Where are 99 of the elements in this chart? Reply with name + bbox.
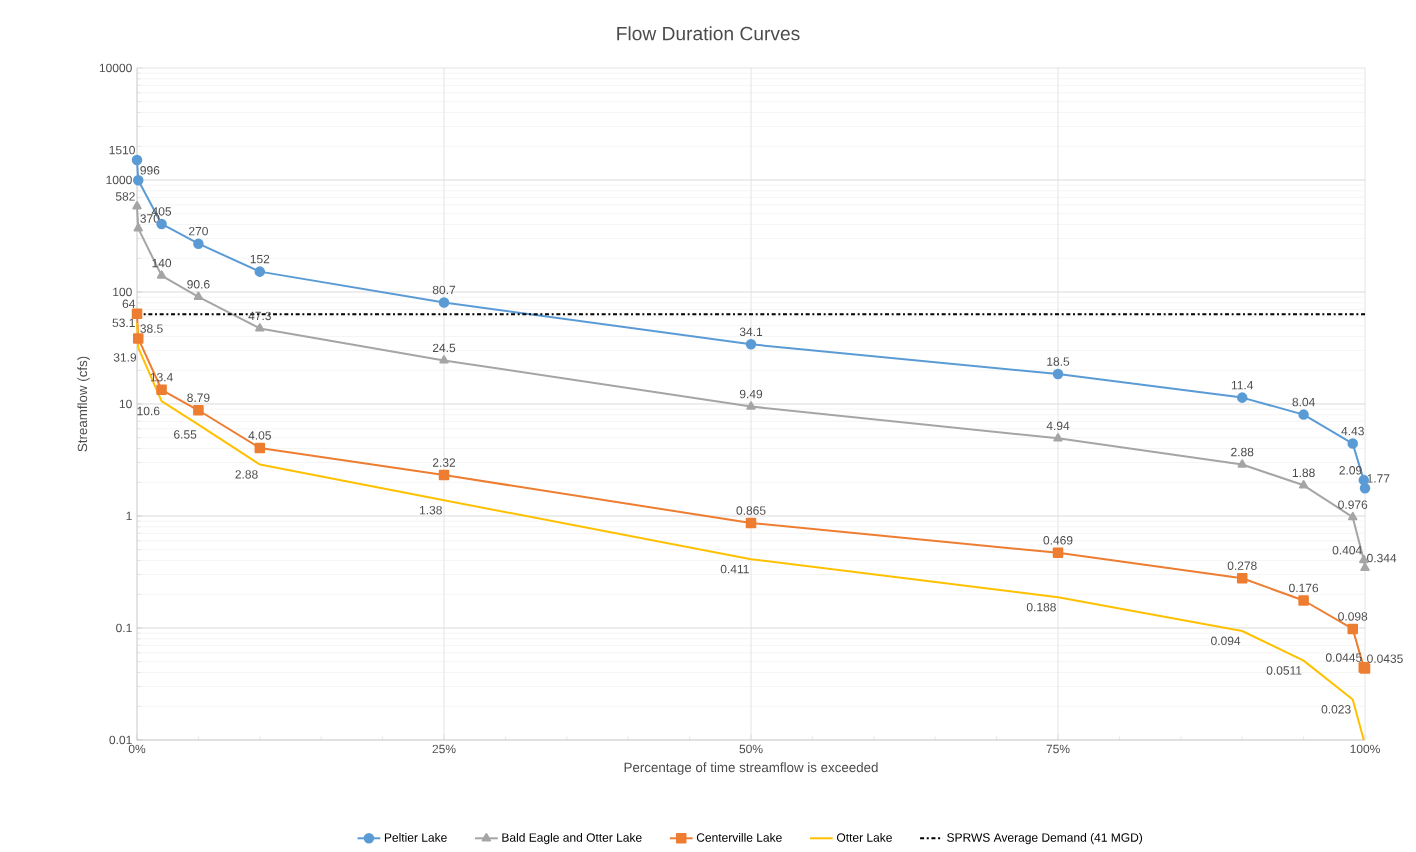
- point: [1052, 368, 1064, 380]
- point: [1360, 562, 1370, 572]
- legend-label: SPRWS Average Demand (41 MGD): [947, 832, 1143, 845]
- point: [193, 405, 204, 416]
- point: [1359, 482, 1371, 494]
- legend-label: Otter Lake: [836, 832, 892, 842]
- data-label: 0.865: [736, 506, 766, 515]
- point: [1347, 623, 1358, 635]
- point: [132, 333, 144, 344]
- data-label: 0.0435: [1367, 654, 1403, 663]
- data-label: 4.94: [1046, 421, 1070, 431]
- data-label: 0.023: [1321, 705, 1351, 714]
- x-tick-label: 0%: [128, 744, 146, 754]
- data-label: 10.6: [137, 406, 160, 416]
- y-tick-label: 10000: [99, 63, 132, 73]
- point: [131, 154, 143, 166]
- y-tick-label: 100: [113, 287, 132, 297]
- data-label: 0.094: [1211, 636, 1241, 646]
- y-tick-label: 0.01: [109, 735, 132, 745]
- point: [746, 401, 756, 410]
- point: [132, 174, 144, 186]
- data-label: 1.88: [1292, 468, 1315, 478]
- data-label: 0.176: [1289, 583, 1319, 593]
- point: [438, 297, 450, 308]
- data-label: 53.1: [112, 318, 135, 328]
- data-label: 34.1: [739, 327, 763, 337]
- data-label: 2.88: [1231, 447, 1254, 457]
- point: [131, 308, 143, 319]
- point: [254, 266, 266, 277]
- y-tick-label: 10: [119, 399, 132, 409]
- chart-title: Flow Duration Curves: [617, 26, 800, 41]
- point: [1052, 547, 1064, 559]
- data-label: 64: [122, 299, 136, 309]
- data-label: 47.3: [248, 311, 271, 321]
- x-tick-label: 25%: [432, 744, 456, 754]
- data-label: 9.49: [739, 389, 763, 399]
- point: [439, 355, 449, 364]
- data-label: 38.5: [140, 324, 163, 333]
- x-tick-label: 75%: [1046, 744, 1070, 754]
- data-label: 6.55: [174, 430, 197, 439]
- point: [254, 442, 266, 454]
- legend-label: Bald Eagle and Otter Lake: [502, 832, 642, 845]
- data-label: 152: [250, 254, 270, 264]
- point: [1236, 392, 1248, 403]
- data-label: 8.04: [1292, 397, 1315, 407]
- point: [745, 339, 757, 350]
- point: [255, 323, 265, 332]
- point: [1298, 595, 1309, 606]
- data-label: 1.38: [419, 505, 442, 515]
- x-axis-title: Percentage of time streamflow is exceeded: [624, 762, 878, 775]
- y-axis-title: Streamflow (cfs): [77, 356, 90, 452]
- data-label: 0.411: [720, 564, 749, 574]
- data-label: 2.88: [235, 470, 258, 479]
- data-label: 18.5: [1047, 357, 1070, 366]
- point: [1347, 438, 1358, 449]
- y-tick-label: 1: [126, 511, 132, 521]
- data-label: 90.6: [187, 280, 210, 289]
- data-label: 0.188: [1026, 602, 1056, 612]
- point: [1298, 480, 1309, 489]
- data-label: 80.7: [432, 285, 456, 295]
- point: [438, 469, 450, 481]
- point: [193, 238, 204, 249]
- point: [132, 201, 142, 210]
- point: [1053, 433, 1063, 442]
- data-label: 582: [115, 192, 135, 201]
- y-tick-label: 0.1: [116, 623, 132, 633]
- data-label: 140: [152, 258, 172, 268]
- data-label: 270: [189, 226, 208, 236]
- data-label: 0.976: [1338, 500, 1368, 509]
- x-tick-label: 50%: [739, 744, 763, 754]
- point: [745, 517, 757, 529]
- data-label: 4.43: [1341, 426, 1364, 436]
- legend-label: Peltier Lake: [384, 832, 447, 842]
- data-label: 1.77: [1367, 474, 1390, 483]
- data-label: 0.404: [1332, 545, 1362, 555]
- point: [1348, 511, 1358, 521]
- legend-label: Centerville Lake: [696, 832, 782, 842]
- point: [1237, 459, 1247, 468]
- point: [133, 223, 143, 232]
- point: [1298, 409, 1309, 420]
- data-label: 31.9: [113, 353, 137, 362]
- point: [1236, 572, 1248, 584]
- data-label: 0.344: [1367, 553, 1397, 563]
- data-label: 2.32: [432, 458, 456, 467]
- data-label: 1510: [109, 145, 135, 155]
- data-label: 8.79: [187, 393, 210, 402]
- y-tick-label: 1000: [106, 175, 132, 185]
- point: [156, 270, 167, 279]
- point: [193, 291, 204, 300]
- data-label: 0.098: [1338, 612, 1368, 621]
- data-label: 0.469: [1043, 536, 1073, 545]
- data-label: 24.5: [432, 343, 456, 353]
- x-tick-label: 100%: [1350, 744, 1380, 754]
- data-label: 4.05: [248, 431, 271, 440]
- data-label: 0.0511: [1266, 666, 1302, 675]
- point: [156, 384, 167, 396]
- data-label: 996: [140, 166, 160, 175]
- data-label: 11.4: [1231, 381, 1254, 390]
- data-label: 0.278: [1227, 561, 1257, 570]
